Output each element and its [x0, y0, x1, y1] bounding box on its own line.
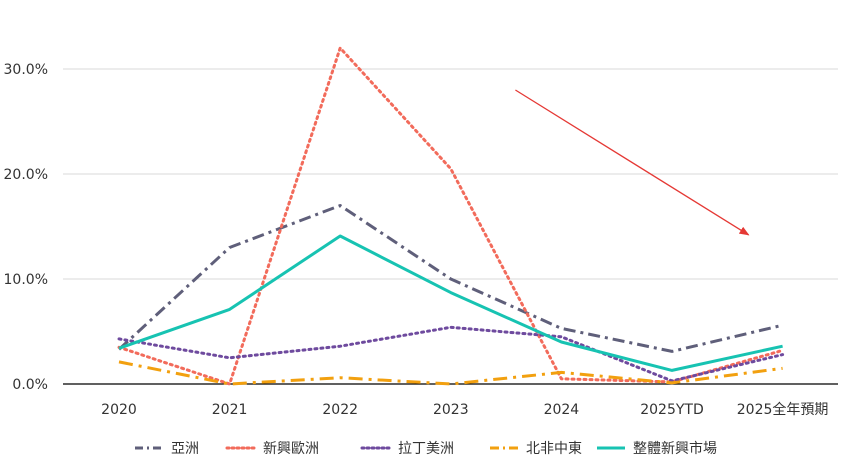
y-tick-label: 20.0% [4, 167, 48, 183]
series-line [118, 234, 783, 372]
legend-item: 亞洲 [135, 441, 199, 457]
legend-label: 整體新興市場 [633, 440, 717, 457]
y-tick-label: 10.0% [4, 272, 48, 288]
series-line [118, 360, 783, 386]
series-line [117, 325, 785, 383]
legend-label: 拉丁美洲 [398, 441, 454, 457]
y-axis: 0.0% 10.0% 20.0% 30.0% [4, 62, 48, 393]
x-tick-label: 2025YTD [640, 402, 704, 418]
x-tick-label: 2024 [544, 402, 580, 418]
legend-item: 新興歐洲 [225, 441, 319, 457]
trend-arrow [515, 89, 750, 236]
y-tick-label: 30.0% [4, 62, 48, 78]
legend-item: 整體新興市場 [597, 440, 717, 457]
x-tick-label: 2023 [433, 402, 469, 418]
legend: 亞洲 新興歐洲 拉丁美洲 北非中東 整體新興市場 [135, 440, 717, 457]
legend-label: 新興歐洲 [263, 441, 319, 457]
annotations [515, 89, 750, 236]
grid-lines [63, 68, 838, 280]
series-line [117, 204, 783, 353]
x-tick-label: 2025全年預期 [737, 401, 829, 418]
x-tick-label: 2022 [322, 402, 358, 418]
x-axis: 2020 2021 2022 2023 2024 2025YTD 2025全年預期 [63, 383, 838, 418]
series-line [117, 46, 785, 386]
legend-item: 北非中東 [490, 441, 582, 457]
x-tick-label: 2020 [101, 402, 137, 418]
legend-item: 拉丁美洲 [360, 441, 454, 457]
legend-label: 北非中東 [526, 441, 582, 457]
y-tick-label: 0.0% [12, 377, 48, 393]
series-lines [117, 46, 785, 386]
x-tick-label: 2021 [212, 402, 248, 418]
legend-label: 亞洲 [171, 441, 199, 457]
